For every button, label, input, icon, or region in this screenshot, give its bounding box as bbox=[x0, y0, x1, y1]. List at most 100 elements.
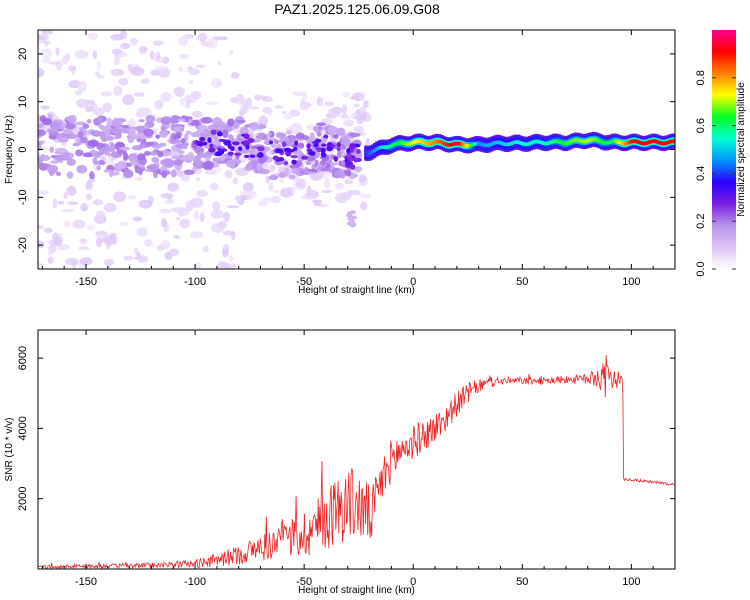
spectrogram-noise-blob bbox=[95, 210, 106, 221]
spectrogram-blob bbox=[207, 124, 219, 130]
spectrogram-blob bbox=[89, 171, 95, 180]
spectrogram-noise-blob bbox=[222, 248, 229, 258]
spectrogram-blob bbox=[239, 126, 249, 135]
spectrogram-streak bbox=[347, 216, 354, 221]
spectrogram-noise-blob bbox=[135, 177, 143, 182]
spectrogram-noise-blob bbox=[197, 32, 207, 43]
snr-x-tick-label: 100 bbox=[622, 576, 640, 588]
spectrogram-blob bbox=[233, 121, 240, 129]
spectrogram-blob bbox=[336, 150, 342, 159]
spectrogram-blob bbox=[48, 169, 55, 177]
spectrogram-blob bbox=[127, 153, 139, 162]
spectrogram-blob bbox=[276, 132, 281, 138]
chart-title: PAZ1.2025.125.06.09.G08 bbox=[274, 1, 440, 17]
spectrogram-noise-blob bbox=[123, 255, 134, 261]
spectrogram-noise-blob bbox=[173, 235, 180, 239]
spectrogram-spot bbox=[214, 151, 223, 157]
spectrogram-noise-blob bbox=[318, 203, 330, 208]
spectrogram-blob bbox=[159, 142, 167, 147]
spectrogram-blob bbox=[103, 169, 114, 173]
spectrogram-spot bbox=[275, 148, 284, 154]
spectrogram-noise-blob bbox=[210, 182, 219, 191]
spectrogram-blob bbox=[171, 155, 183, 160]
spectrogram-noise-blob bbox=[229, 263, 237, 269]
colorbar-tick-label: 0.6 bbox=[695, 118, 707, 133]
spectrogram-y-tick-label: 10 bbox=[17, 96, 29, 108]
snr-chart-axes: -150 -100 -50 0 50 100 2000 4000 6000 bbox=[17, 330, 676, 588]
spectrogram-blob bbox=[138, 167, 143, 176]
spectrogram-noise-blob bbox=[140, 78, 151, 85]
spectrogram-spot bbox=[316, 148, 322, 153]
spectrogram-blob bbox=[188, 118, 193, 123]
spectrogram-noise-blob bbox=[193, 209, 199, 220]
spectrogram-noise-blob bbox=[160, 91, 172, 103]
spectrogram-blob bbox=[78, 126, 85, 131]
spectrogram-blob bbox=[72, 142, 80, 147]
spectrogram-noise-blob bbox=[72, 219, 86, 229]
spectrogram-noise-blob bbox=[344, 179, 353, 185]
spectrogram-blob bbox=[66, 171, 74, 179]
spectrogram-noise-blob bbox=[38, 190, 50, 195]
snr-line-chart: -150 -100 -50 0 50 100 2000 4000 6000 Height of … bbox=[4, 329, 676, 596]
spectrogram-noise-blob bbox=[178, 66, 184, 72]
spectrogram-blob bbox=[122, 152, 129, 161]
spectrogram-noise-blob bbox=[118, 78, 129, 86]
spectrogram-noise-blob bbox=[214, 165, 222, 173]
spectrogram-noise-blob bbox=[152, 40, 165, 46]
spectrogram-noise-blob bbox=[127, 63, 133, 72]
spectrogram-spot bbox=[199, 136, 206, 142]
spectrogram-noise-blob bbox=[93, 199, 103, 206]
spectrogram-noise-blob bbox=[343, 119, 355, 127]
spectrogram-blob bbox=[256, 124, 267, 130]
spectrogram-blob bbox=[216, 121, 226, 127]
spectrogram-blob bbox=[170, 169, 177, 178]
spectrogram-blob bbox=[252, 138, 262, 143]
spectrogram-spot bbox=[292, 146, 298, 152]
spectrogram-noise-blob bbox=[78, 246, 90, 251]
spectrogram-noise-blob bbox=[134, 246, 139, 255]
spectrogram-blob bbox=[38, 129, 47, 136]
spectrogram-blob bbox=[54, 147, 67, 152]
spectrogram-spot bbox=[316, 139, 322, 143]
spectrogram-noise-blob bbox=[191, 110, 203, 118]
spectrogram-noise-blob bbox=[130, 66, 145, 77]
spectrogram-noise-blob bbox=[353, 125, 365, 134]
colorbar-gradient bbox=[712, 30, 736, 269]
spectrogram-spot bbox=[207, 137, 212, 144]
spectrogram-noise-blob bbox=[359, 202, 368, 211]
spectrogram-noise-blob bbox=[95, 230, 108, 240]
spectrogram-blob bbox=[61, 152, 71, 161]
spectrogram-noise-blob bbox=[331, 106, 343, 114]
spectrogram-spot bbox=[323, 134, 329, 139]
spectrogram-blob bbox=[105, 128, 111, 138]
spectrogram-spot bbox=[356, 149, 361, 154]
spectrogram-spot bbox=[347, 156, 355, 162]
spectrogram-noise-blob bbox=[185, 200, 195, 212]
spectrogram-blob bbox=[218, 155, 227, 161]
spectrogram-streak bbox=[346, 213, 353, 218]
spectrogram-noise-blob bbox=[217, 262, 231, 269]
spectrogram-noise-blob bbox=[63, 192, 68, 199]
spectrogram-noise-blob bbox=[75, 98, 89, 108]
spectrogram-blob bbox=[92, 157, 98, 165]
spectrogram-noise-blob bbox=[79, 238, 88, 244]
spectrogram-noise-blob bbox=[77, 81, 88, 92]
spectrogram-noise-blob bbox=[232, 176, 239, 185]
spectrogram-blob bbox=[172, 134, 182, 140]
snr-series-line bbox=[38, 355, 675, 569]
spectrogram-spot bbox=[336, 147, 341, 151]
spectrogram-blob bbox=[291, 167, 298, 175]
spectrogram-noise-blob bbox=[185, 95, 198, 104]
spectrogram-blob bbox=[289, 174, 296, 180]
spectrogram-blob bbox=[147, 163, 159, 172]
spectrogram-noise-blob bbox=[365, 137, 370, 146]
spectrogram-blob bbox=[86, 118, 92, 124]
colorbar-tick-label: 0.0 bbox=[695, 261, 707, 276]
spectrogram-blob bbox=[157, 150, 164, 158]
spectrogram-spot bbox=[216, 131, 223, 137]
spectrogram-blob bbox=[52, 119, 64, 123]
spectrogram-noise-blob bbox=[212, 200, 221, 212]
spectrogram-noise-blob bbox=[38, 240, 45, 249]
spectrogram-noise-blob bbox=[336, 112, 341, 118]
